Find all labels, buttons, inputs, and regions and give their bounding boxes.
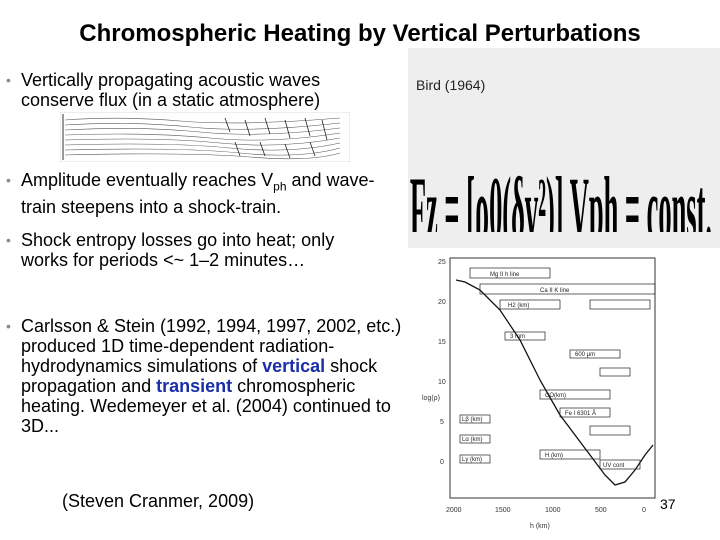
bullet-text: Shock entropy losses go into heat; only …: [21, 230, 386, 270]
y-tick-label: 10: [438, 379, 446, 386]
x-tick-label: 1000: [545, 507, 561, 514]
chromosphere-heights-chart: log(ρ) 25 20 15 10 5 0 2000 1500 1000 50…: [420, 250, 668, 540]
height-bar: [469, 267, 551, 279]
bullet-acoustic-waves: • Vertically propagating acoustic waves …: [6, 70, 366, 110]
line-label: H2 (km): [508, 303, 529, 309]
emphasis-transient: transient: [156, 376, 233, 396]
bullet-marker: •: [6, 232, 11, 248]
bullet-text-part: Amplitude eventually reaches V: [21, 170, 274, 190]
line-label: CO(km): [545, 393, 566, 399]
bullet-text-part: Shock entropy losses go into heat; only …: [21, 230, 335, 270]
wave-train-figure: [60, 112, 350, 162]
credit-text: (Steven Cranmer, 2009): [62, 491, 255, 511]
wave-figure-frame: [60, 112, 350, 162]
equation-citation: Bird (1964): [416, 77, 486, 93]
height-bar: [589, 425, 631, 436]
y-tick-label: 25: [438, 259, 446, 266]
bullet-text: Vertically propagating acoustic waves co…: [21, 70, 321, 110]
x-tick-label: 1500: [495, 507, 511, 514]
height-bar: [599, 367, 631, 377]
emphasis-vertical: vertical: [262, 356, 326, 376]
height-bar: [504, 331, 546, 341]
line-label: H (km): [545, 453, 563, 459]
bullet-marker: •: [6, 172, 11, 188]
line-label: 3 mm: [510, 334, 525, 340]
x-tick-label: 500: [595, 507, 607, 514]
temperature-curve: [455, 279, 654, 486]
y-tick-label: 15: [438, 339, 446, 346]
bullet-text-part: Carlsson & Stein (1992, 1994, 1997, 2002…: [21, 316, 402, 376]
bullet-amplitude: • Amplitude eventually reaches Vph and w…: [6, 170, 386, 217]
y-tick-label: 20: [438, 299, 446, 306]
height-bar: [459, 454, 491, 464]
y-tick-label: 5: [440, 419, 444, 426]
bullet-text-part: and wave-train steepens into a shock-tra…: [21, 170, 375, 217]
flux-equation: Fz = [ρ0(δv²)] Vph = const.: [410, 159, 712, 232]
x-tick-label: 0: [642, 507, 646, 514]
x-tick-label: 2000: [446, 507, 462, 514]
height-bar: [599, 459, 641, 470]
line-label: Fe I 6301 Å: [565, 410, 596, 417]
chart-background: [420, 250, 668, 540]
line-label: Ca II K line: [540, 288, 570, 294]
equation-panel: Bird (1964) Fz = [ρ0(δv²)] Vph = const.: [408, 48, 720, 248]
slide-title: Chromospheric Heating by Vertical Pertur…: [79, 20, 641, 47]
bullet-text: Amplitude eventually reaches Vph and wav…: [21, 170, 386, 217]
bullet-text-part: 1–2 minutes…: [184, 250, 306, 270]
line-label: 600 μm: [575, 352, 595, 358]
subscript-ph: ph: [273, 179, 287, 194]
flux-equation-text: Fz = [ρ0(δv²)] Vph = const.: [410, 159, 712, 232]
height-bar: [539, 449, 601, 460]
line-label: UV cont: [603, 463, 625, 469]
height-bar: [459, 414, 491, 424]
line-label: Lγ (km): [462, 457, 482, 463]
chart-frame: [449, 257, 656, 499]
line-label: Lα (km): [462, 437, 482, 443]
height-bar: [569, 349, 621, 359]
height-bar: [589, 299, 651, 310]
line-label: Lβ (km): [462, 417, 482, 423]
line-label: Mg II h line: [490, 272, 520, 278]
less-than-approx-symbol: <~: [163, 250, 185, 270]
height-bar: [499, 299, 561, 310]
bullet-marker: •: [6, 72, 11, 88]
y-axis-title: log(ρ): [422, 395, 440, 402]
page-number: 37: [660, 496, 676, 512]
y-tick-label: 0: [440, 459, 444, 466]
bullet-shock-entropy: • Shock entropy losses go into heat; onl…: [6, 230, 386, 270]
bullet-text: Carlsson & Stein (1992, 1994, 1997, 2002…: [21, 316, 406, 436]
height-bar: [559, 407, 611, 418]
bullet-text-part: shock propagation and: [21, 356, 378, 396]
bullet-carlsson-stein: • Carlsson & Stein (1992, 1994, 1997, 20…: [6, 316, 406, 436]
height-bar: [459, 434, 491, 444]
x-axis-title: h (km): [530, 523, 550, 530]
height-bar: [479, 283, 656, 295]
bullet-marker: •: [6, 318, 11, 334]
bullet-text-part: chromospheric heating. Wedemeyer et al. …: [21, 376, 391, 436]
height-bar: [539, 389, 611, 400]
